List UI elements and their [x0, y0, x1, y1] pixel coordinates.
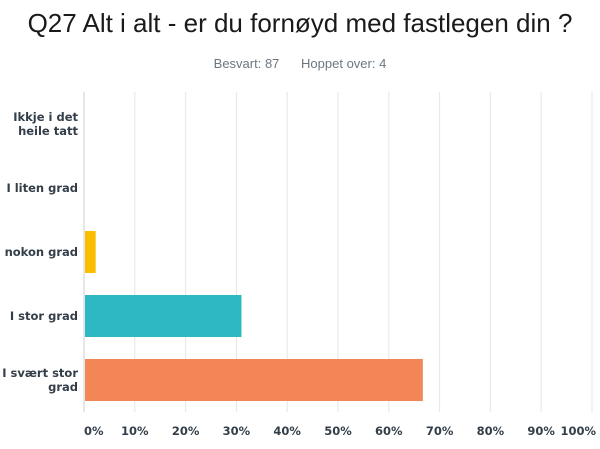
category-label: I nokon grad — [0, 245, 78, 259]
x-tick-label: 100% — [560, 424, 596, 438]
x-tick-label: 80% — [477, 424, 505, 438]
x-tick-label: 50% — [324, 424, 352, 438]
category-label: I liten grad — [6, 181, 78, 195]
x-tick-label: 40% — [273, 424, 301, 438]
category-label: grad — [48, 380, 78, 394]
x-tick-label: 90% — [527, 424, 555, 438]
response-stats: Besvart: 87 Hoppet over: 4 — [0, 56, 600, 71]
skipped-count: Hoppet over: 4 — [301, 56, 387, 71]
answered-count: Besvart: 87 — [213, 56, 280, 71]
x-tick-label: 30% — [223, 424, 251, 438]
x-tick-label: 60% — [375, 424, 403, 438]
bar — [85, 359, 423, 401]
category-label: heile tatt — [18, 124, 78, 138]
page-title: Q27 Alt i alt - er du fornøyd med fastle… — [27, 8, 573, 38]
category-label: I stor grad — [10, 309, 78, 323]
x-tick-label: 70% — [426, 424, 454, 438]
bar — [85, 295, 242, 337]
category-label: I svært stor — [2, 366, 78, 380]
x-tick-label: 10% — [121, 424, 149, 438]
category-label: Ikkje i det — [13, 110, 78, 124]
x-tick-label: 20% — [172, 424, 200, 438]
x-tick-label: 0% — [84, 424, 104, 438]
bar — [85, 231, 96, 273]
